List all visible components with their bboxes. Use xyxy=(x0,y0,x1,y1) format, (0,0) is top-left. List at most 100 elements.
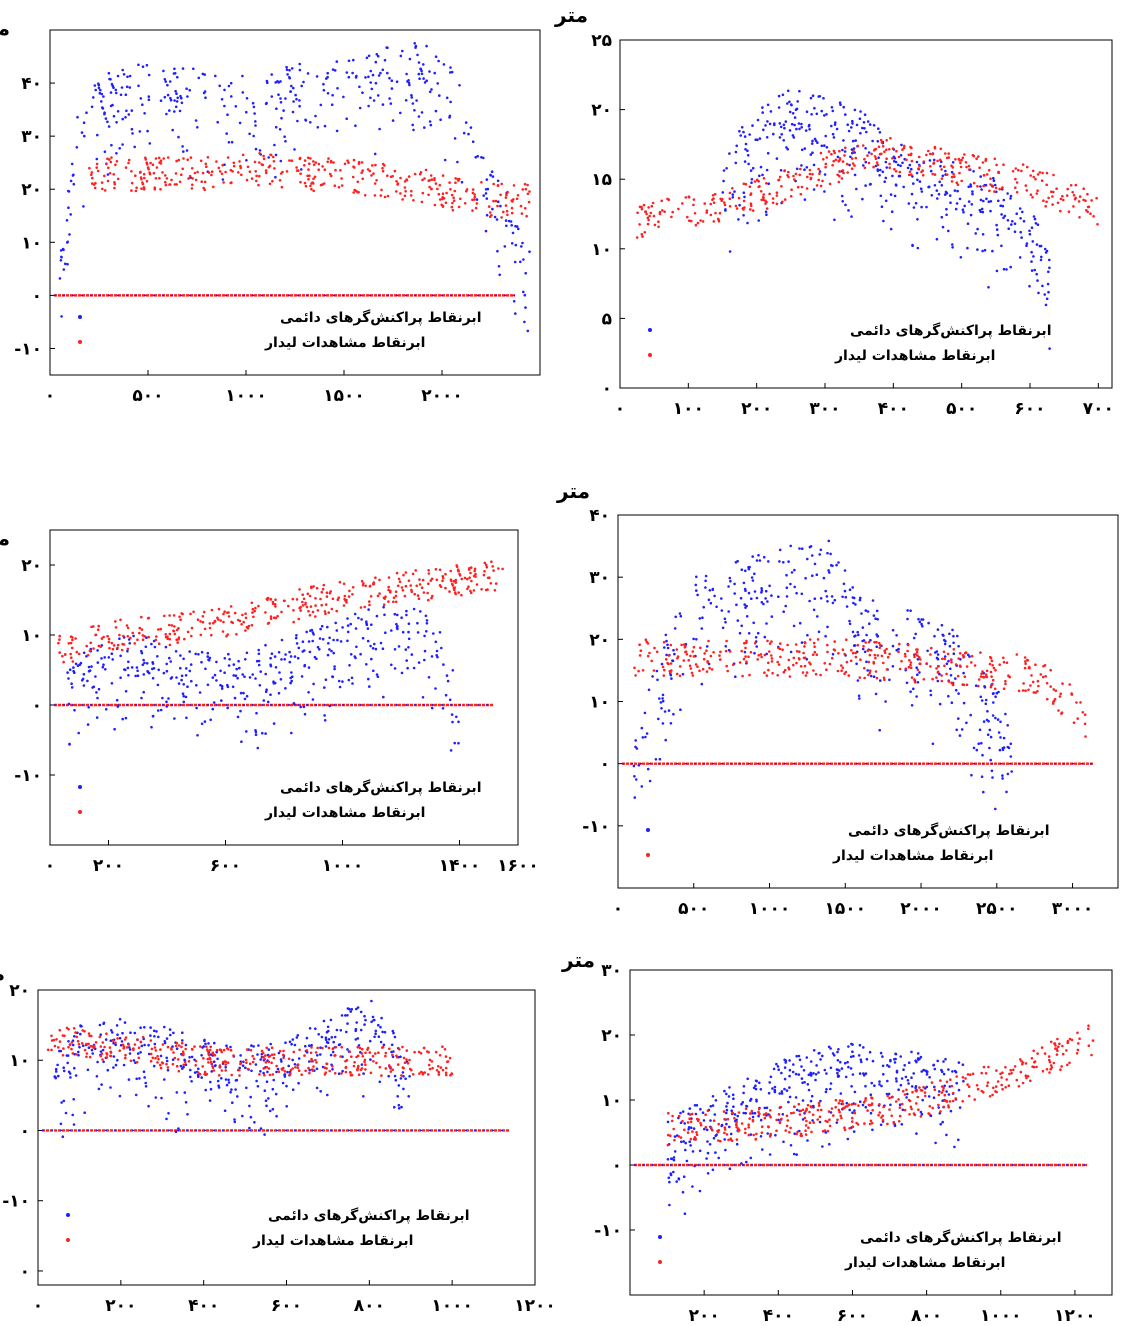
lidar-point xyxy=(818,1115,822,1119)
ps-point xyxy=(346,617,349,620)
ps-point xyxy=(769,1075,773,1079)
lidar-point xyxy=(976,1087,980,1091)
lidar-point xyxy=(1052,173,1055,177)
lidar-point xyxy=(95,162,99,166)
ps-point xyxy=(174,89,177,93)
lidar-point xyxy=(685,653,689,656)
lidar-point xyxy=(403,186,407,189)
ps-point xyxy=(148,142,152,145)
ps-point xyxy=(827,1045,831,1049)
ps-point xyxy=(957,717,960,720)
ps-point xyxy=(789,650,793,654)
lidar-point xyxy=(666,661,669,665)
lidar-point xyxy=(437,1065,440,1068)
lidar-point xyxy=(962,656,965,659)
lidar-point xyxy=(332,161,335,164)
lidar-point xyxy=(396,182,400,185)
ps-point xyxy=(80,131,84,134)
lidar-point xyxy=(171,1062,175,1066)
ps-point xyxy=(71,1113,74,1117)
lidar-point xyxy=(701,667,705,671)
lidar-point xyxy=(482,573,486,577)
lidar-point xyxy=(427,179,431,183)
ps-point xyxy=(801,1099,805,1102)
lidar-point xyxy=(641,235,644,238)
ps-point xyxy=(357,616,360,620)
ps-point xyxy=(284,1041,287,1044)
lidar-point xyxy=(927,1112,930,1115)
ps-point xyxy=(185,667,188,670)
ps-point xyxy=(793,585,796,589)
lidar-point xyxy=(792,174,795,178)
ps-point xyxy=(849,155,852,159)
ps-point xyxy=(166,83,169,87)
lidar-point xyxy=(310,586,313,590)
ps-point xyxy=(523,320,526,324)
lidar-point xyxy=(915,650,919,654)
lidar-point xyxy=(940,168,943,171)
ps-point xyxy=(197,1075,200,1078)
lidar-point xyxy=(154,1056,157,1060)
lidar-point xyxy=(798,1113,802,1116)
ps-point xyxy=(230,140,234,144)
ps-point xyxy=(693,1104,697,1107)
ps-point xyxy=(376,94,380,97)
ps-point xyxy=(903,1064,906,1067)
ps-point xyxy=(790,122,794,126)
lidar-point xyxy=(705,209,709,212)
lidar-point xyxy=(282,1056,285,1060)
x-tick-label: ۵۰۰ xyxy=(132,386,163,406)
ps-point xyxy=(871,139,874,143)
lidar-point xyxy=(930,1081,934,1084)
lidar-point xyxy=(933,173,937,176)
lidar-point xyxy=(793,178,796,181)
ps-point xyxy=(951,628,954,632)
ps-point xyxy=(156,655,159,658)
ps-point xyxy=(744,1111,747,1115)
ps-point xyxy=(888,678,891,682)
lidar-point xyxy=(837,180,841,184)
ps-point xyxy=(844,595,848,599)
lidar-point xyxy=(939,147,943,151)
lidar-point xyxy=(361,1047,364,1051)
lidar-point xyxy=(811,172,814,176)
lidar-point xyxy=(108,1046,112,1049)
ps-point xyxy=(1006,724,1009,727)
ps-point xyxy=(795,167,799,171)
ps-point xyxy=(1006,192,1009,195)
lidar-point xyxy=(147,167,150,171)
ps-point xyxy=(132,634,135,638)
lidar-point xyxy=(666,1143,670,1147)
x-tick-label: ۱۲۰۰ xyxy=(514,1296,556,1316)
ps-point xyxy=(987,720,990,723)
ps-point xyxy=(127,674,130,677)
lidar-point xyxy=(1005,661,1009,664)
lidar-point xyxy=(395,1054,398,1057)
lidar-point xyxy=(718,654,721,657)
lidar-point xyxy=(690,219,693,223)
ps-point xyxy=(704,586,707,589)
ps-point xyxy=(304,1044,307,1048)
lidar-point xyxy=(159,159,163,162)
ps-point xyxy=(308,1044,311,1047)
lidar-point xyxy=(881,1118,885,1122)
lidar-point xyxy=(471,198,474,202)
ps-point xyxy=(157,1035,160,1039)
lidar-point xyxy=(274,605,277,608)
ps-point xyxy=(367,104,370,108)
ps-point xyxy=(135,666,139,669)
ps-point xyxy=(644,735,647,739)
lidar-point xyxy=(951,1099,955,1103)
lidar-point xyxy=(71,660,75,663)
ps-point xyxy=(968,655,971,658)
ps-point xyxy=(942,1060,945,1063)
ps-point xyxy=(207,1042,210,1045)
lidar-point xyxy=(501,567,504,571)
ps-point xyxy=(217,1086,221,1089)
lidar-point xyxy=(1051,195,1054,198)
ps-point xyxy=(1019,217,1022,220)
ps-point xyxy=(972,170,975,173)
lidar-point xyxy=(850,1116,854,1120)
ps-point xyxy=(966,246,969,250)
ps-point xyxy=(723,617,727,621)
